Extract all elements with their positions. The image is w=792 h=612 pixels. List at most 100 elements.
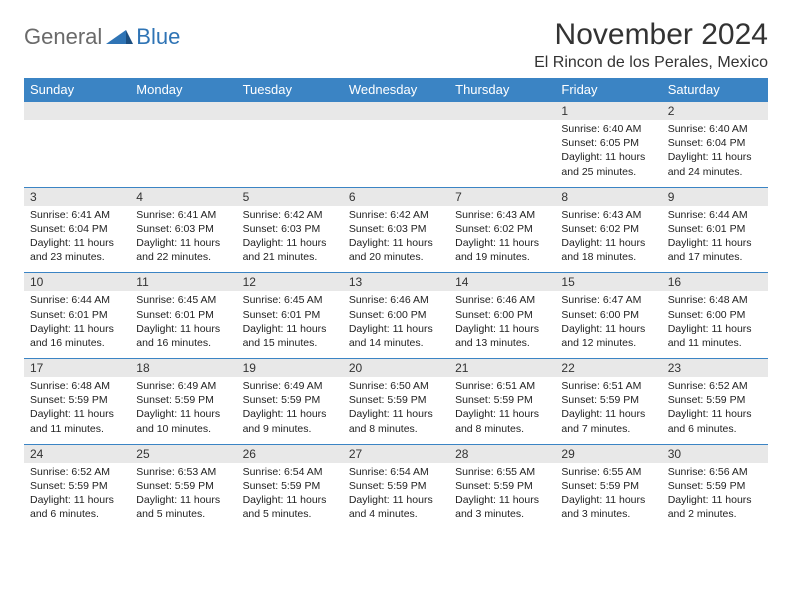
day-detail-cell: Sunrise: 6:43 AMSunset: 6:02 PMDaylight:… — [449, 206, 555, 273]
day-number-cell: 10 — [24, 273, 130, 292]
sunrise-text: Sunrise: 6:43 AM — [561, 208, 655, 222]
sunset-text: Sunset: 6:01 PM — [136, 308, 230, 322]
calendar-body: 12Sunrise: 6:40 AMSunset: 6:05 PMDayligh… — [24, 102, 768, 530]
daylight-text: Daylight: 11 hours and 23 minutes. — [30, 236, 124, 264]
day-number-cell: 14 — [449, 273, 555, 292]
daylight-text: Daylight: 11 hours and 16 minutes. — [30, 322, 124, 350]
day-detail-cell: Sunrise: 6:45 AMSunset: 6:01 PMDaylight:… — [237, 291, 343, 358]
day-number-cell: 19 — [237, 359, 343, 378]
day-detail-cell: Sunrise: 6:42 AMSunset: 6:03 PMDaylight:… — [237, 206, 343, 273]
sunset-text: Sunset: 5:59 PM — [561, 393, 655, 407]
sunrise-text: Sunrise: 6:41 AM — [30, 208, 124, 222]
day-number-cell: 17 — [24, 359, 130, 378]
sunset-text: Sunset: 5:59 PM — [30, 479, 124, 493]
day-detail-cell — [130, 120, 236, 187]
sunset-text: Sunset: 6:03 PM — [136, 222, 230, 236]
day-number-cell: 15 — [555, 273, 661, 292]
sunrise-text: Sunrise: 6:47 AM — [561, 293, 655, 307]
day-number-cell — [449, 102, 555, 121]
day-detail-cell: Sunrise: 6:41 AMSunset: 6:03 PMDaylight:… — [130, 206, 236, 273]
day-detail-cell: Sunrise: 6:54 AMSunset: 5:59 PMDaylight:… — [237, 463, 343, 530]
sunset-text: Sunset: 5:59 PM — [243, 393, 337, 407]
sunset-text: Sunset: 6:00 PM — [561, 308, 655, 322]
day-number-cell: 21 — [449, 359, 555, 378]
logo-text-general: General — [24, 24, 102, 50]
sunset-text: Sunset: 6:05 PM — [561, 136, 655, 150]
sunrise-text: Sunrise: 6:40 AM — [668, 122, 762, 136]
day-number-cell: 2 — [662, 102, 768, 121]
sunset-text: Sunset: 5:59 PM — [668, 479, 762, 493]
location-label: El Rincon de los Perales, Mexico — [534, 54, 768, 72]
day-detail-cell: Sunrise: 6:44 AMSunset: 6:01 PMDaylight:… — [662, 206, 768, 273]
sunrise-text: Sunrise: 6:52 AM — [668, 379, 762, 393]
sunrise-text: Sunrise: 6:48 AM — [30, 379, 124, 393]
day-number-cell: 3 — [24, 187, 130, 206]
day-detail-cell: Sunrise: 6:44 AMSunset: 6:01 PMDaylight:… — [24, 291, 130, 358]
sunset-text: Sunset: 5:59 PM — [349, 479, 443, 493]
day-detail-cell: Sunrise: 6:48 AMSunset: 5:59 PMDaylight:… — [24, 377, 130, 444]
sunset-text: Sunset: 5:59 PM — [30, 393, 124, 407]
day-detail-cell: Sunrise: 6:42 AMSunset: 6:03 PMDaylight:… — [343, 206, 449, 273]
sunrise-text: Sunrise: 6:45 AM — [243, 293, 337, 307]
day-number-cell: 22 — [555, 359, 661, 378]
day-number-cell: 9 — [662, 187, 768, 206]
day-number-cell: 28 — [449, 444, 555, 463]
day-number-cell: 5 — [237, 187, 343, 206]
daylight-text: Daylight: 11 hours and 21 minutes. — [243, 236, 337, 264]
daylight-text: Daylight: 11 hours and 7 minutes. — [561, 407, 655, 435]
week-daynum-row: 3456789 — [24, 187, 768, 206]
sunset-text: Sunset: 6:02 PM — [561, 222, 655, 236]
day-number-cell: 25 — [130, 444, 236, 463]
day-detail-cell: Sunrise: 6:55 AMSunset: 5:59 PMDaylight:… — [555, 463, 661, 530]
day-detail-cell: Sunrise: 6:51 AMSunset: 5:59 PMDaylight:… — [449, 377, 555, 444]
sunrise-text: Sunrise: 6:48 AM — [668, 293, 762, 307]
day-number-cell: 7 — [449, 187, 555, 206]
week-detail-row: Sunrise: 6:52 AMSunset: 5:59 PMDaylight:… — [24, 463, 768, 530]
day-number-cell: 23 — [662, 359, 768, 378]
daylight-text: Daylight: 11 hours and 22 minutes. — [136, 236, 230, 264]
week-daynum-row: 17181920212223 — [24, 359, 768, 378]
sunset-text: Sunset: 5:59 PM — [668, 393, 762, 407]
sunset-text: Sunset: 6:01 PM — [30, 308, 124, 322]
sunset-text: Sunset: 5:59 PM — [136, 479, 230, 493]
sunrise-text: Sunrise: 6:46 AM — [455, 293, 549, 307]
daylight-text: Daylight: 11 hours and 12 minutes. — [561, 322, 655, 350]
sunset-text: Sunset: 6:01 PM — [243, 308, 337, 322]
sunrise-text: Sunrise: 6:53 AM — [136, 465, 230, 479]
sunrise-text: Sunrise: 6:41 AM — [136, 208, 230, 222]
day-detail-cell: Sunrise: 6:52 AMSunset: 5:59 PMDaylight:… — [662, 377, 768, 444]
week-daynum-row: 12 — [24, 102, 768, 121]
sunrise-text: Sunrise: 6:46 AM — [349, 293, 443, 307]
sunset-text: Sunset: 6:00 PM — [668, 308, 762, 322]
sunset-text: Sunset: 5:59 PM — [455, 393, 549, 407]
week-detail-row: Sunrise: 6:48 AMSunset: 5:59 PMDaylight:… — [24, 377, 768, 444]
page-header: General Blue November 2024 El Rincon de … — [24, 18, 768, 72]
day-number-cell: 18 — [130, 359, 236, 378]
sunrise-text: Sunrise: 6:55 AM — [455, 465, 549, 479]
day-detail-cell: Sunrise: 6:40 AMSunset: 6:05 PMDaylight:… — [555, 120, 661, 187]
sunrise-text: Sunrise: 6:40 AM — [561, 122, 655, 136]
daylight-text: Daylight: 11 hours and 18 minutes. — [561, 236, 655, 264]
logo-triangle-icon — [106, 27, 134, 47]
day-number-cell: 24 — [24, 444, 130, 463]
week-daynum-row: 24252627282930 — [24, 444, 768, 463]
day-detail-cell: Sunrise: 6:54 AMSunset: 5:59 PMDaylight:… — [343, 463, 449, 530]
sunrise-text: Sunrise: 6:51 AM — [561, 379, 655, 393]
day-detail-cell: Sunrise: 6:52 AMSunset: 5:59 PMDaylight:… — [24, 463, 130, 530]
sunrise-text: Sunrise: 6:43 AM — [455, 208, 549, 222]
day-detail-cell: Sunrise: 6:51 AMSunset: 5:59 PMDaylight:… — [555, 377, 661, 444]
daylight-text: Daylight: 11 hours and 25 minutes. — [561, 150, 655, 178]
weekday-header-cell: Sunday — [24, 78, 130, 102]
sunrise-text: Sunrise: 6:49 AM — [243, 379, 337, 393]
sunrise-text: Sunrise: 6:56 AM — [668, 465, 762, 479]
daylight-text: Daylight: 11 hours and 11 minutes. — [668, 322, 762, 350]
day-number-cell: 30 — [662, 444, 768, 463]
day-detail-cell: Sunrise: 6:43 AMSunset: 6:02 PMDaylight:… — [555, 206, 661, 273]
daylight-text: Daylight: 11 hours and 9 minutes. — [243, 407, 337, 435]
weekday-header-cell: Wednesday — [343, 78, 449, 102]
daylight-text: Daylight: 11 hours and 17 minutes. — [668, 236, 762, 264]
daylight-text: Daylight: 11 hours and 3 minutes. — [455, 493, 549, 521]
day-number-cell: 16 — [662, 273, 768, 292]
daylight-text: Daylight: 11 hours and 19 minutes. — [455, 236, 549, 264]
day-number-cell: 26 — [237, 444, 343, 463]
